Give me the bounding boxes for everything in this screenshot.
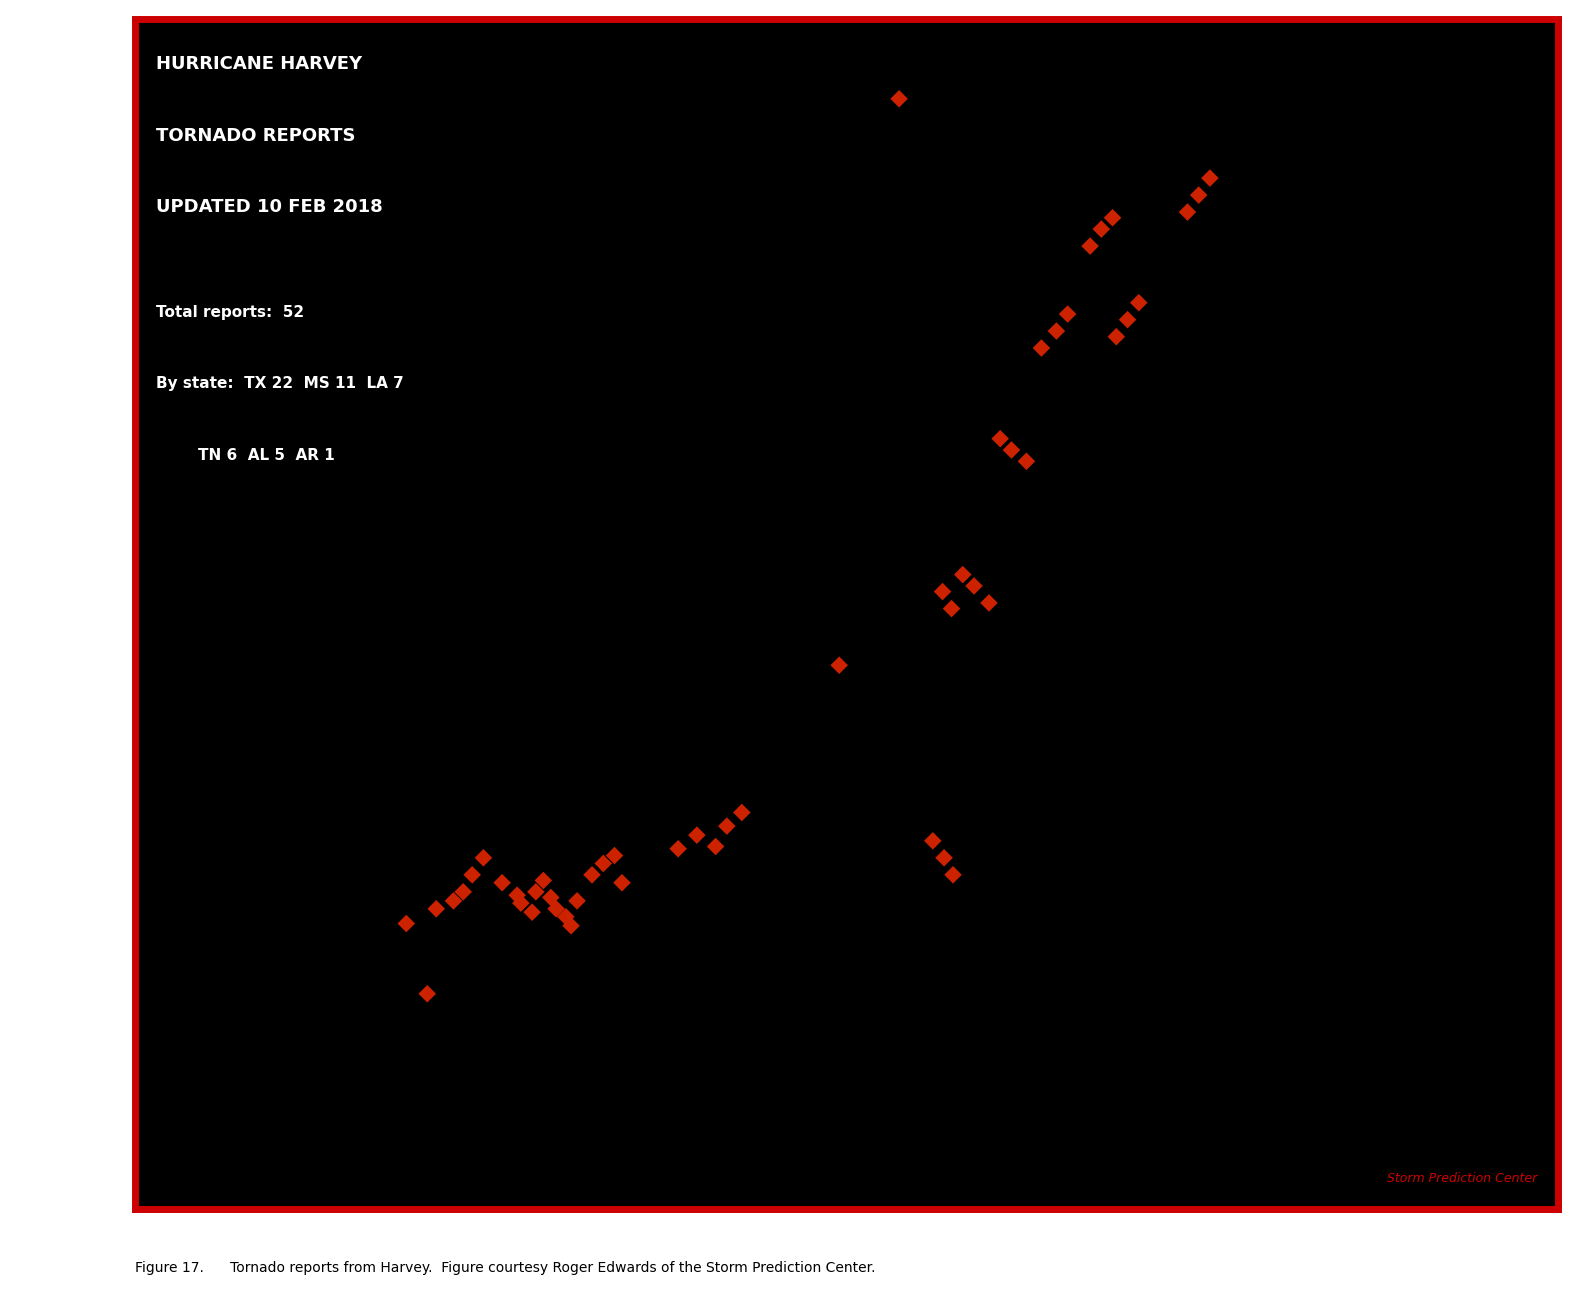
Point — [531, 870, 556, 891]
Text: Total reports:  52: Total reports: 52 — [156, 306, 305, 320]
Point — [951, 564, 976, 585]
Point — [1175, 202, 1200, 222]
Point — [827, 655, 852, 676]
Point — [1197, 168, 1223, 188]
Point — [1126, 292, 1151, 313]
Point — [1089, 218, 1115, 239]
Point — [1054, 304, 1080, 325]
Point — [921, 831, 946, 852]
Point — [703, 836, 728, 857]
Point — [932, 848, 957, 868]
Point — [440, 891, 466, 911]
Point — [509, 893, 534, 914]
Point — [564, 891, 590, 911]
Point — [962, 576, 987, 597]
Text: UPDATED 10 FEB 2018: UPDATED 10 FEB 2018 — [156, 198, 383, 216]
Point — [976, 593, 1002, 614]
Point — [423, 898, 448, 919]
Point — [460, 864, 485, 885]
Text: TN 6  AL 5  AR 1: TN 6 AL 5 AR 1 — [156, 447, 335, 463]
Point — [558, 915, 584, 936]
Point — [1078, 235, 1103, 256]
Text: By state:  TX 22  MS 11  LA 7: By state: TX 22 MS 11 LA 7 — [156, 377, 404, 391]
Point — [609, 872, 634, 893]
Point — [886, 88, 911, 109]
Text: Storm Prediction Center: Storm Prediction Center — [1386, 1173, 1538, 1186]
Point — [394, 913, 420, 933]
Point — [1043, 321, 1068, 342]
Point — [471, 848, 496, 868]
Point — [544, 898, 569, 919]
Point — [415, 983, 440, 1004]
Point — [523, 881, 549, 902]
Text: HURRICANE HARVEY: HURRICANE HARVEY — [156, 55, 363, 73]
Point — [1186, 185, 1212, 205]
Point — [1100, 207, 1126, 228]
Point — [1014, 451, 1040, 472]
Point — [999, 439, 1024, 460]
Point — [537, 887, 563, 907]
Point — [450, 881, 475, 902]
Text: Figure 17.      Tornado reports from Harvey.  Figure courtesy Roger Edwards of t: Figure 17. Tornado reports from Harvey. … — [135, 1261, 876, 1275]
Point — [590, 853, 615, 874]
Text: TORNADO REPORTS: TORNADO REPORTS — [156, 126, 356, 144]
Point — [1103, 326, 1129, 347]
Point — [938, 598, 964, 619]
Point — [520, 902, 545, 923]
Point — [1115, 309, 1140, 330]
Point — [490, 872, 515, 893]
Point — [666, 838, 692, 859]
Point — [930, 581, 956, 602]
Point — [987, 428, 1013, 448]
Point — [504, 885, 529, 906]
Point — [940, 864, 965, 885]
Point — [684, 824, 709, 845]
Point — [579, 864, 604, 885]
Point — [714, 815, 739, 836]
Point — [553, 906, 579, 927]
Point — [1029, 338, 1054, 359]
Point — [601, 845, 626, 866]
Point — [730, 802, 755, 823]
